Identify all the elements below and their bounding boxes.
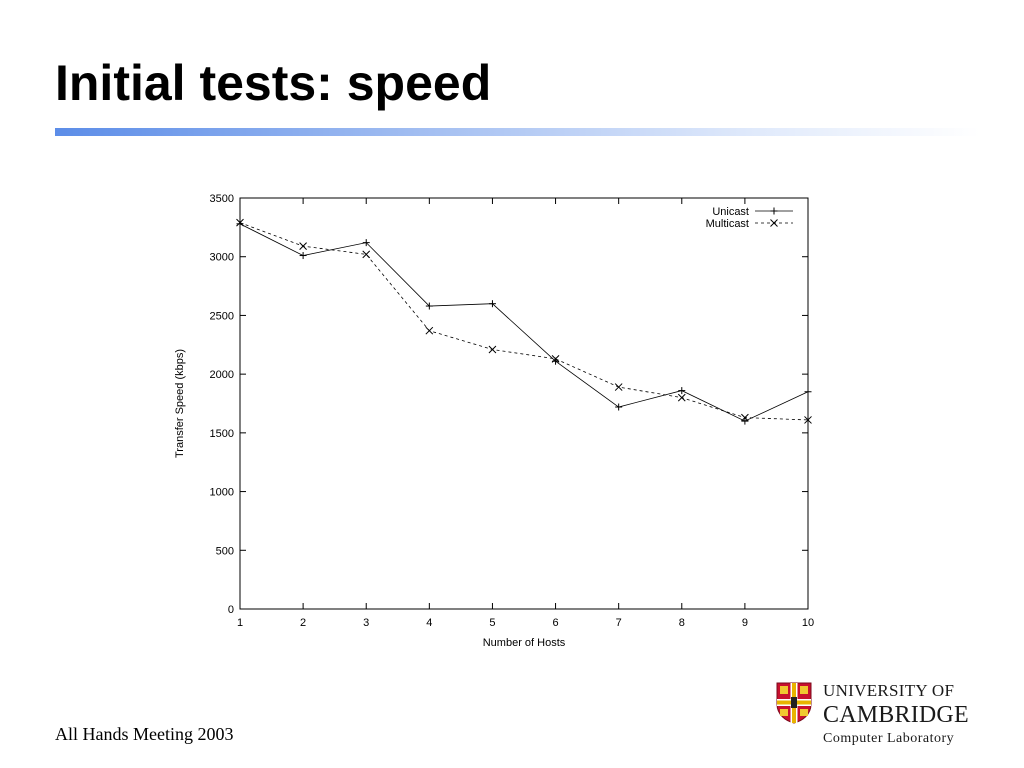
point-unicast — [425, 302, 433, 310]
point-multicast — [362, 250, 371, 259]
y-tick-label: 1500 — [210, 428, 234, 440]
logo-line-computer-laboratory: Computer Laboratory — [823, 731, 955, 746]
x-tick-label: 7 — [616, 617, 622, 629]
series-line-unicast — [239, 223, 809, 422]
point-unicast — [615, 403, 623, 411]
x-tick-label: 1 — [237, 617, 243, 629]
footer-text: All Hands Meeting 2003 — [55, 724, 234, 744]
point-multicast — [741, 413, 749, 422]
slide-title: Initial tests: speed — [55, 55, 492, 111]
x-tick-label: 8 — [679, 617, 685, 629]
y-tick-label: 1000 — [210, 487, 234, 499]
legend-label-unicast: Unicast — [712, 206, 749, 218]
point-multicast — [551, 355, 560, 363]
y-tick-label: 0 — [228, 604, 234, 616]
logo-line-university-of: UNIVERSITY OF — [823, 681, 955, 700]
x-tick-label: 2 — [300, 617, 306, 629]
plot-frame — [239, 197, 809, 610]
point-multicast — [299, 242, 307, 250]
legend-marker-unicast — [770, 207, 778, 215]
series-line-multicast — [239, 222, 809, 421]
point-multicast — [677, 393, 686, 402]
x-tick-label: 9 — [742, 617, 748, 629]
x-axis-label: Number of Hosts — [483, 637, 566, 649]
x-tick-label: 10 — [802, 617, 814, 629]
title-underline — [55, 128, 980, 136]
y-tick-label: 3500 — [210, 193, 234, 205]
logo-line-cambridge: CAMBRIDGE — [823, 702, 969, 728]
x-tick-label: 5 — [489, 617, 495, 629]
x-tick-label: 4 — [426, 617, 432, 629]
point-unicast — [678, 387, 686, 395]
y-axis-label: Transfer Speed (kbps) — [174, 349, 186, 458]
point-unicast — [488, 300, 496, 308]
legend-label-multicast: Multicast — [706, 218, 749, 230]
y-tick-label: 2500 — [210, 310, 234, 322]
y-tick-label: 3000 — [210, 252, 234, 264]
university-crest-icon — [776, 682, 812, 724]
point-unicast — [362, 239, 370, 247]
point-unicast — [299, 252, 307, 260]
point-unicast — [741, 417, 749, 425]
y-tick-label: 500 — [216, 545, 234, 557]
point-unicast — [804, 388, 812, 396]
point-multicast — [804, 416, 812, 424]
point-multicast — [614, 383, 623, 391]
x-tick-label: 6 — [552, 617, 558, 629]
university-logo: UNIVERSITY OF CAMBRIDGE Computer Laborat… — [776, 681, 986, 752]
legend-marker-multicast — [770, 219, 778, 227]
x-tick-label: 3 — [363, 617, 369, 629]
point-multicast — [425, 326, 434, 335]
y-tick-label: 2000 — [210, 369, 234, 381]
point-multicast — [236, 218, 244, 227]
point-multicast — [488, 345, 497, 354]
